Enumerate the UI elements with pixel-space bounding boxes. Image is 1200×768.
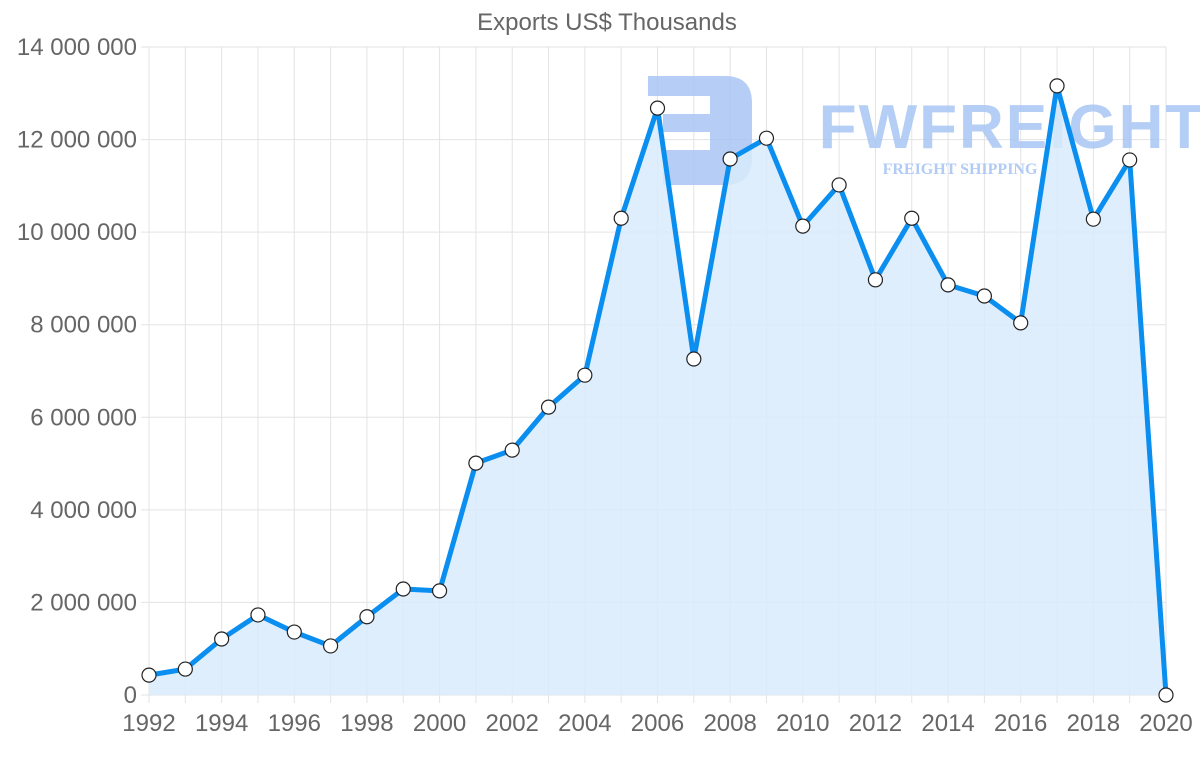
x-tick-label: 2002: [486, 710, 539, 737]
x-tick-label: 2008: [703, 710, 756, 737]
watermark-brand-text: FWFREIGHT: [819, 93, 1200, 162]
x-tick-label: 2016: [994, 710, 1047, 737]
data-point-marker[interactable]: [976, 288, 992, 304]
y-axis: 0 2 000 000 4 000 000 6 000 000 8 000 000 10 …: [17, 34, 137, 709]
y-tick-label: 0: [124, 682, 137, 709]
data-point-marker[interactable]: [431, 583, 448, 599]
x-axis: 1992 1994 1996 1998 2000 2002 2004 2006 2008 2010…: [122, 710, 1192, 737]
x-tick-label: 1994: [195, 710, 248, 737]
x-tick-label: 2012: [849, 710, 902, 737]
data-point-marker[interactable]: [1013, 315, 1029, 331]
data-point-marker[interactable]: [758, 130, 775, 146]
data-point-marker[interactable]: [141, 667, 157, 683]
data-point-marker[interactable]: [722, 151, 738, 167]
data-point-marker[interactable]: [286, 624, 302, 640]
data-point-marker[interactable]: [1122, 152, 1138, 168]
data-point-marker[interactable]: [395, 581, 411, 597]
x-tick-label: 1996: [268, 710, 321, 737]
data-point-marker[interactable]: [686, 351, 702, 367]
data-point-marker[interactable]: [1085, 211, 1101, 227]
brand-watermark: FWFREIGHT FREIGHT SHIPPING: [648, 76, 1200, 185]
x-tick-label: 2018: [1067, 710, 1120, 737]
watermark-tagline-text: FREIGHT SHIPPING: [883, 161, 1038, 178]
data-point-marker[interactable]: [649, 100, 666, 116]
data-point-marker[interactable]: [359, 609, 375, 625]
x-tick-label: 2014: [921, 710, 974, 737]
x-tick-label: 2006: [631, 710, 684, 737]
x-tick-label: 1998: [340, 710, 393, 737]
data-point-marker[interactable]: [540, 399, 557, 415]
data-point-marker[interactable]: [577, 367, 593, 383]
data-point-marker[interactable]: [177, 661, 193, 677]
y-tick-label: 6 000 000: [30, 404, 137, 431]
series-area-fill: [149, 85, 1166, 695]
x-tick-label: 2010: [776, 710, 829, 737]
data-point-marker[interactable]: [250, 607, 266, 623]
x-tick-label: 1992: [122, 710, 175, 737]
data-point-marker[interactable]: [1158, 687, 1174, 703]
y-tick-label: 2 000 000: [30, 589, 137, 616]
data-point-marker[interactable]: [214, 631, 230, 647]
y-tick-label: 4 000 000: [30, 497, 137, 524]
data-point-marker[interactable]: [795, 218, 811, 234]
y-tick-label: 8 000 000: [30, 312, 137, 339]
data-points: [141, 78, 1174, 703]
data-point-marker[interactable]: [831, 177, 847, 193]
data-point-marker[interactable]: [323, 638, 339, 654]
data-point-marker[interactable]: [940, 277, 956, 293]
data-point-marker[interactable]: [468, 455, 484, 471]
y-tick-label: 14 000 000: [17, 34, 137, 61]
data-point-marker[interactable]: [904, 210, 920, 226]
y-tick-label: 12 000 000: [17, 127, 137, 154]
data-point-marker[interactable]: [1049, 78, 1065, 94]
x-tick-label: 2000: [413, 710, 466, 737]
data-point-marker[interactable]: [613, 210, 629, 226]
data-point-marker[interactable]: [867, 272, 884, 288]
chart-title: Exports US$ Thousands: [477, 9, 737, 36]
data-point-marker[interactable]: [504, 442, 520, 458]
x-tick-label: 2004: [558, 710, 611, 737]
y-tick-label: 10 000 000: [17, 219, 137, 246]
x-tick-label: 2020: [1139, 710, 1192, 737]
